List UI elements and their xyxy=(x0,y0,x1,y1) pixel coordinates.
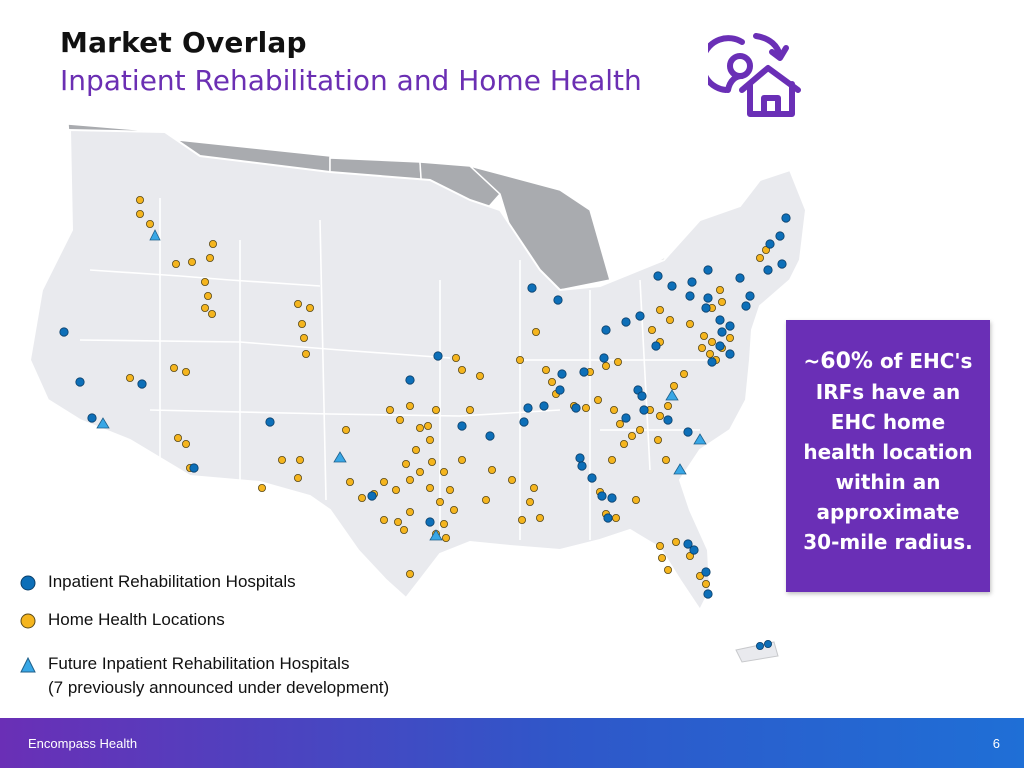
blue-triangle-icon xyxy=(20,657,36,673)
legend-label-future-irf: Future Inpatient Rehabilitation Hospital… xyxy=(48,654,350,673)
continental-us-landmass xyxy=(28,128,808,612)
state-boundaries xyxy=(79,198,720,540)
callout-prefix: ~ xyxy=(803,349,821,373)
us-market-map xyxy=(28,123,808,663)
page-number: 6 xyxy=(992,736,1000,751)
gold-circle-icon xyxy=(20,613,36,629)
future-irf-markers xyxy=(96,229,707,541)
legend-note-future-irf: (7 previously announced under developmen… xyxy=(48,678,390,697)
slide-footer: Encompass Health 6 xyxy=(0,718,1024,768)
person-house-refresh-icon xyxy=(708,33,801,117)
callout-text: of EHC's IRFs have an EHC home health lo… xyxy=(803,349,973,554)
footer-company-name: Encompass Health xyxy=(28,736,138,751)
slide-subtitle: Inpatient Rehabilitation and Home Health xyxy=(60,64,642,97)
slide-title: Market Overlap xyxy=(60,26,307,59)
legend-label-irf: Inpatient Rehabilitation Hospitals xyxy=(48,572,296,591)
callout-box: ~60% of EHC's IRFs have an EHC home heal… xyxy=(786,320,990,592)
irf-markers xyxy=(59,213,791,651)
blue-circle-icon xyxy=(20,575,36,591)
callout-percent: 60% xyxy=(820,349,873,374)
home-health-markers xyxy=(126,196,771,588)
legend-label-home-health: Home Health Locations xyxy=(48,610,225,629)
